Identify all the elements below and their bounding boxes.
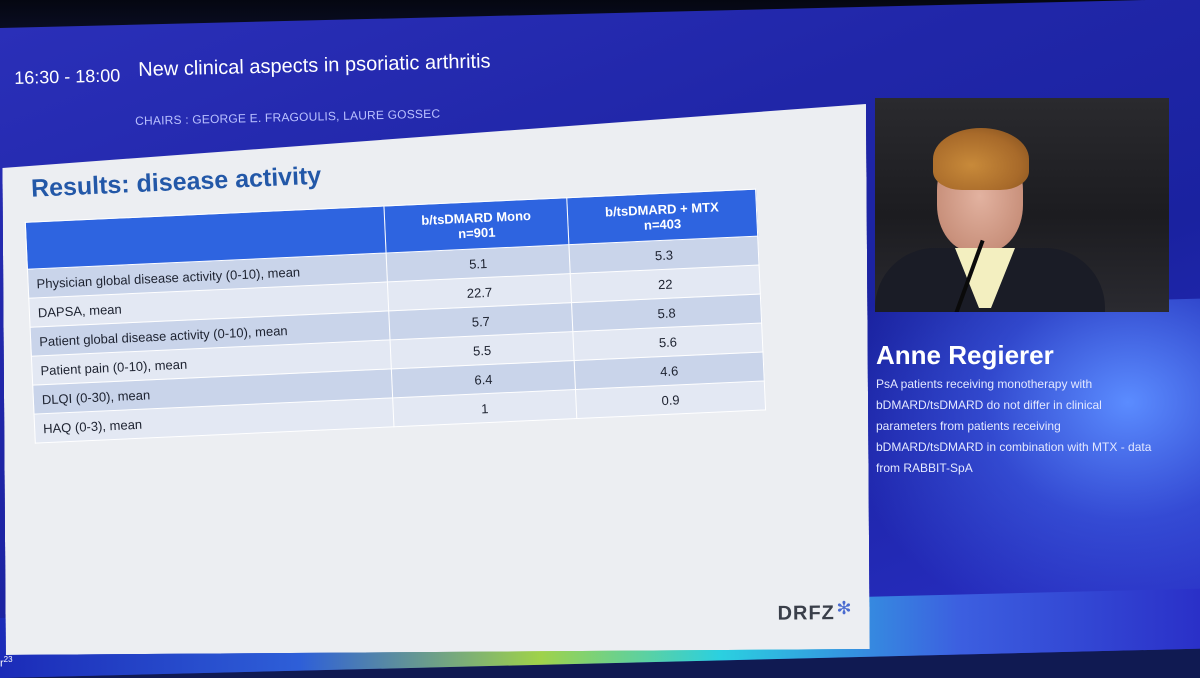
slide: Results: disease activity b/tsDMARD Mono… (2, 104, 870, 655)
speaker-name: Anne Regierer (876, 340, 1054, 370)
results-table: b/tsDMARD Mono n=901 b/tsDMARD + MTX n=4… (25, 189, 766, 444)
page-number: r23 (0, 655, 13, 670)
slide-title: Results: disease activity (30, 161, 322, 203)
session-time: 16:30 - 18:00 (14, 65, 121, 88)
speaker-talk-description: PsA patients receiving monotherapy with … (876, 377, 1152, 475)
page-sup: 23 (3, 655, 13, 664)
drfz-logo-icon: ✻ (836, 598, 852, 619)
speaker-video (875, 98, 1169, 312)
column-header-mtx: b/tsDMARD + MTX n=403 (567, 189, 758, 245)
speaker-hair (933, 128, 1029, 190)
page-prefix: r (0, 657, 4, 670)
drfz-logo: DRFZ (777, 602, 835, 625)
column-header-mono: b/tsDMARD Mono n=901 (384, 198, 569, 253)
